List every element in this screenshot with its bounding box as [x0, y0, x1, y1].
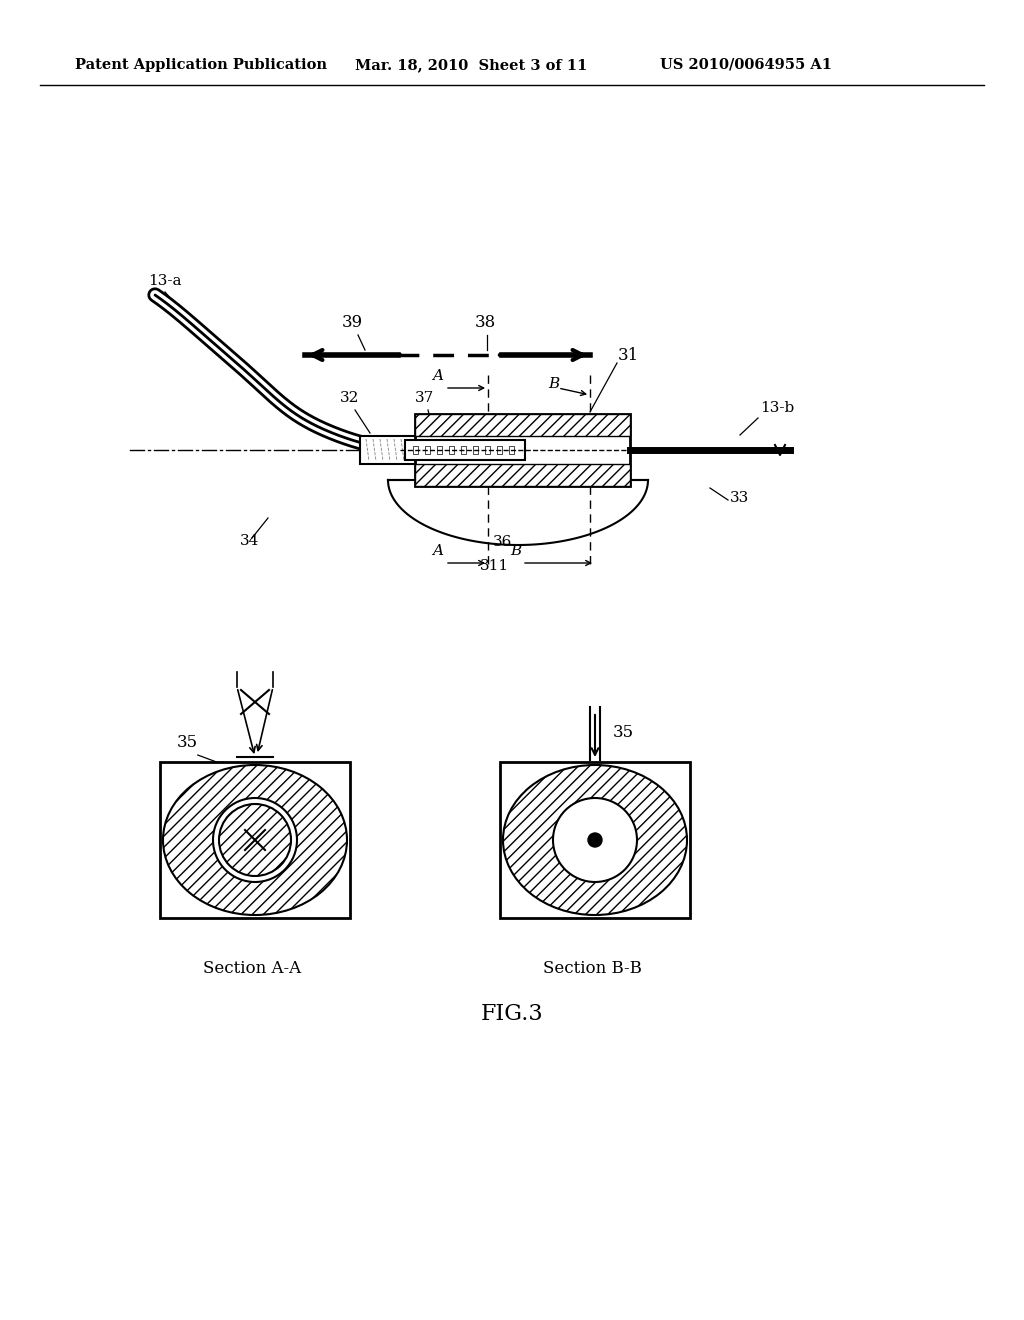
- Text: 36: 36: [493, 535, 512, 549]
- Bar: [485, 446, 490, 454]
- Text: 34: 34: [240, 535, 259, 548]
- Bar: [449, 446, 454, 454]
- Text: 35: 35: [613, 723, 634, 741]
- Bar: [160, 762, 350, 917]
- Circle shape: [213, 799, 297, 882]
- Text: 31: 31: [618, 347, 639, 364]
- Bar: [425, 446, 430, 454]
- Bar: [497, 446, 502, 454]
- Bar: [415, 414, 630, 436]
- Ellipse shape: [163, 766, 347, 915]
- Bar: [473, 446, 478, 454]
- Text: 35: 35: [177, 734, 198, 751]
- Text: 311: 311: [480, 558, 509, 573]
- Text: Mar. 18, 2010  Sheet 3 of 11: Mar. 18, 2010 Sheet 3 of 11: [355, 58, 588, 73]
- Text: B: B: [510, 544, 521, 558]
- Bar: [415, 414, 630, 486]
- Text: A: A: [432, 370, 443, 383]
- Text: US 2010/0064955 A1: US 2010/0064955 A1: [660, 58, 831, 73]
- Bar: [500, 762, 690, 917]
- Circle shape: [219, 804, 291, 876]
- Bar: [509, 446, 514, 454]
- Circle shape: [553, 799, 637, 882]
- Bar: [360, 436, 418, 465]
- Text: 13-a: 13-a: [148, 275, 181, 288]
- Text: A: A: [432, 544, 443, 558]
- Text: 32: 32: [340, 391, 359, 405]
- Bar: [413, 446, 418, 454]
- Text: 39: 39: [342, 314, 364, 331]
- Text: B: B: [548, 378, 559, 391]
- Bar: [437, 446, 442, 454]
- Text: FIG.3: FIG.3: [480, 1003, 544, 1026]
- Bar: [406, 440, 525, 459]
- Ellipse shape: [503, 766, 687, 915]
- Text: 13-b: 13-b: [760, 401, 795, 414]
- Bar: [461, 446, 466, 454]
- Bar: [415, 465, 630, 486]
- Text: Section B-B: Section B-B: [543, 960, 642, 977]
- Text: 33: 33: [730, 491, 750, 506]
- Text: 37: 37: [415, 391, 434, 405]
- Text: Section A-A: Section A-A: [203, 960, 301, 977]
- Circle shape: [588, 833, 602, 847]
- Text: 38: 38: [475, 314, 497, 331]
- Text: Patent Application Publication: Patent Application Publication: [75, 58, 327, 73]
